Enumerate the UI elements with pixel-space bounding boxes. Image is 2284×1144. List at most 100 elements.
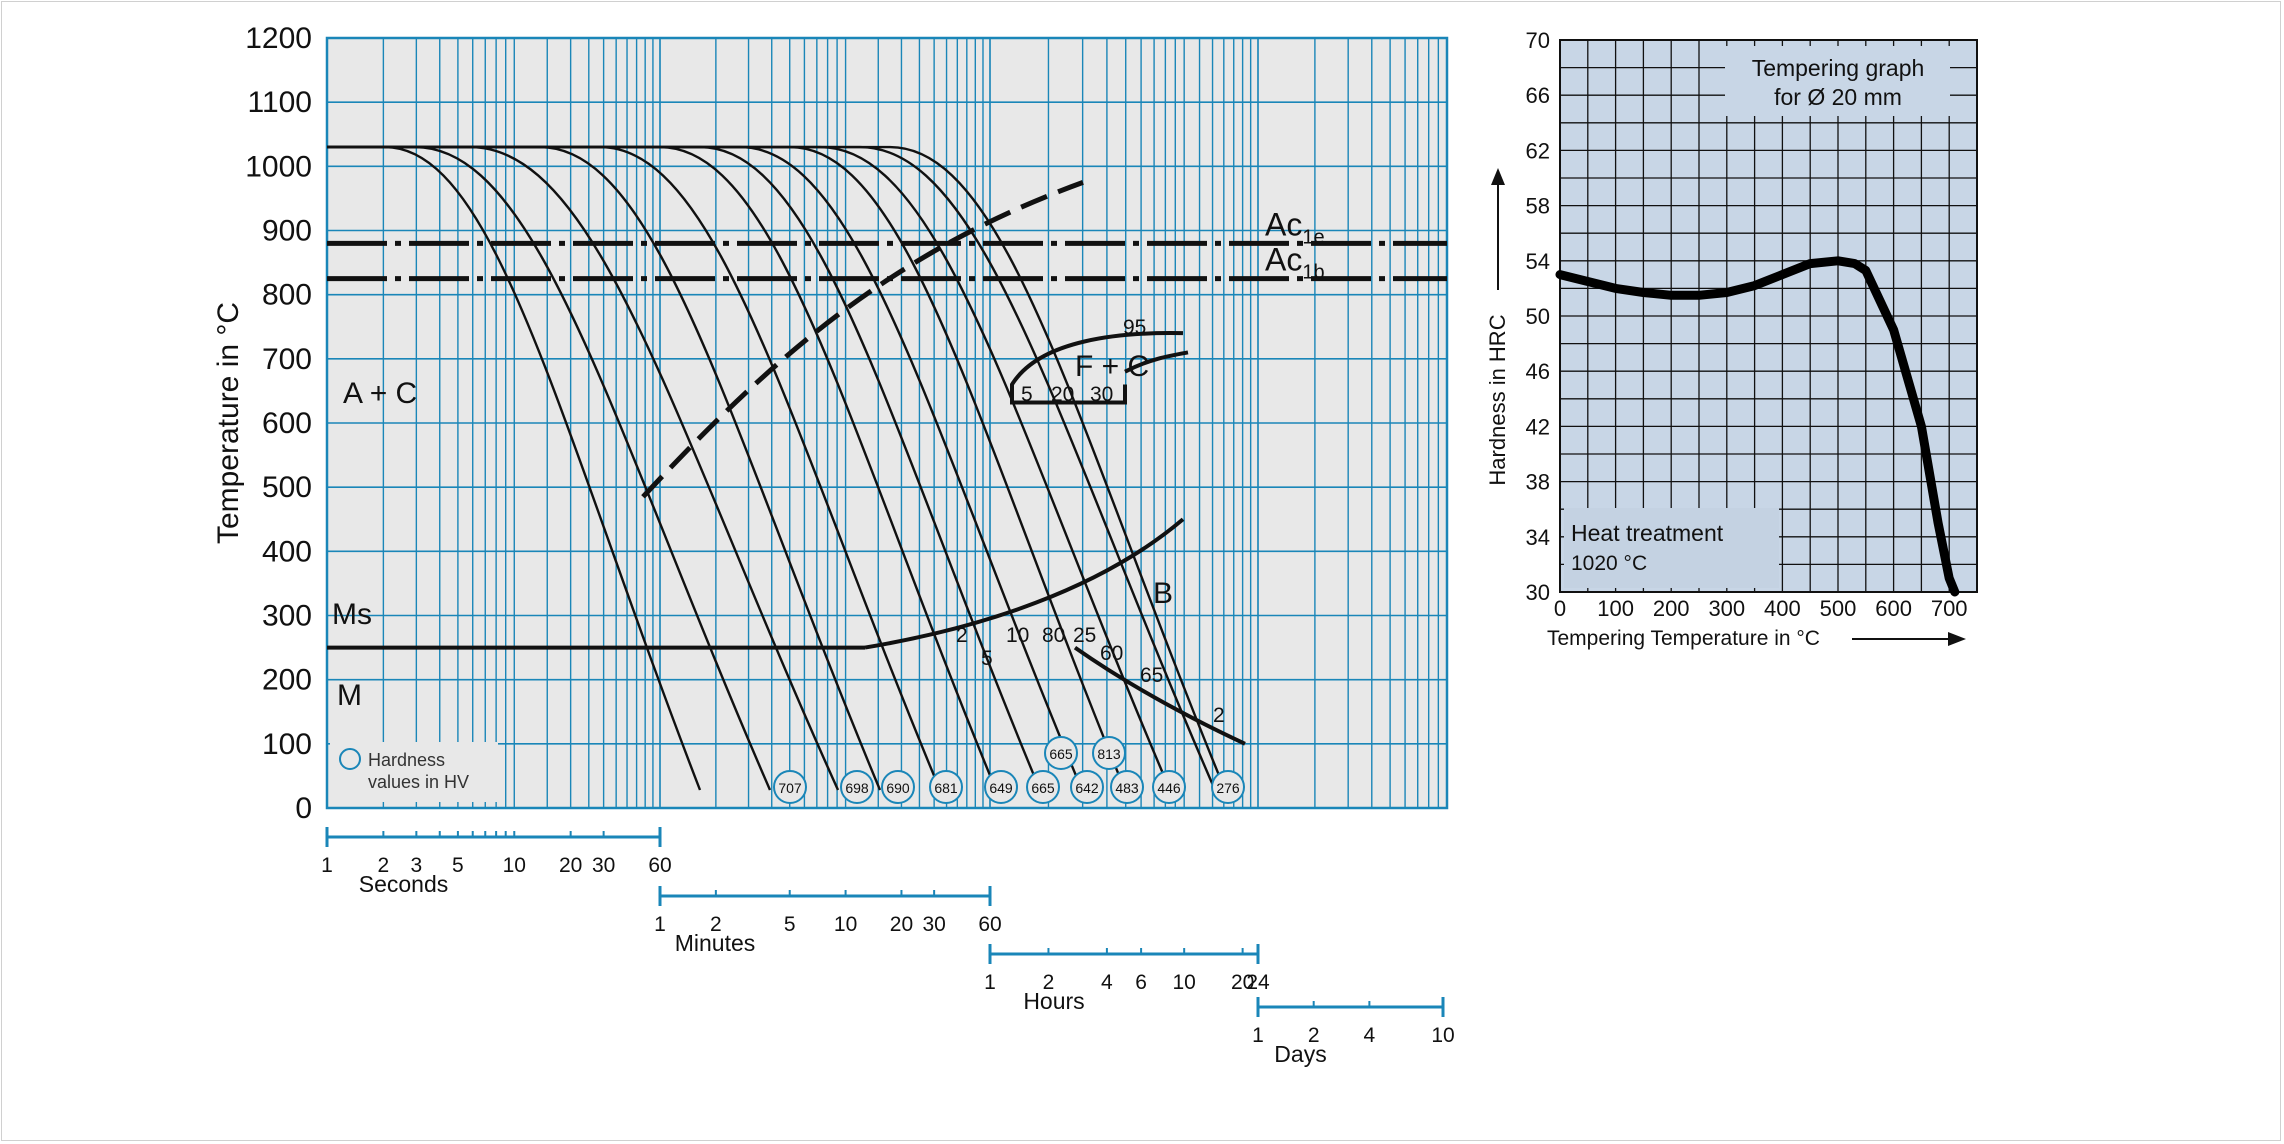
percent-label: 60 [1100,642,1123,665]
tempering-x-tick: 0 [1554,596,1566,621]
time-tick-label: 30 [592,854,615,877]
x-arrow-head-icon [1948,632,1966,646]
time-tick-label: 1 [984,971,996,994]
tempering-x-tick: 500 [1820,596,1857,621]
phase-label: B [1153,577,1173,610]
heat-treatment-value: 1020 °C [1571,552,1647,575]
carbide-dashed-line [641,180,1084,499]
time-tick-label: 10 [1431,1024,1454,1047]
time-tick-label: 5 [784,913,796,936]
time-tick-label: 10 [503,854,526,877]
cooling-curve [327,145,1217,791]
percent-label: 5 [981,647,993,670]
cct-curves [327,145,1447,791]
legend-text: Hardness [368,750,445,770]
hardness-value: 665 [1031,780,1055,796]
tempering-y-tick: 42 [1526,414,1550,439]
hardness-marker [773,770,807,804]
time-tick-label: 10 [834,913,857,936]
critical-line-label: Ac1b [1265,242,1325,284]
time-tick-label: 20 [559,854,582,877]
y-axis-title: Temperature in °C [212,302,245,544]
tempering-y-tick: 30 [1526,580,1550,605]
tempering-y-tick: 62 [1526,138,1550,163]
y-tick-label: 500 [262,471,312,504]
phase-label: M [337,679,362,712]
tempering-x-tick: 600 [1875,596,1912,621]
tempering-y-tick: 70 [1526,28,1550,53]
time-axis-title: Seconds [359,871,449,897]
cooling-curve [327,145,772,791]
time-tick-label: 6 [1135,971,1147,994]
y-tick-label: 400 [262,535,312,568]
time-axis-title: Hours [1023,988,1084,1014]
y-arrow-head-icon [1491,168,1505,185]
tempering-y-title: Hardness in HRC [1485,314,1510,485]
ferrite-nose [1010,331,1184,405]
percent-label: 25 [1073,624,1096,647]
percent-label: 30 [1090,383,1113,406]
y-tick-label: 800 [262,279,312,312]
critical-label-main: Ac [1265,242,1302,278]
hardness-value: 649 [989,780,1013,796]
y-tick-label: 1100 [247,86,312,119]
hardness-marker [929,770,963,804]
tempering-x-tick: 400 [1764,596,1801,621]
y-tick-label: 600 [262,407,312,440]
critical-label-sub: 1e [1302,226,1324,248]
hardness-value: 690 [886,780,910,796]
heat-treatment-box [1564,508,1779,588]
time-axis-title: Days [1274,1041,1326,1067]
hardness-curve [1555,256,1960,597]
cooling-curve [327,145,1227,791]
y-tick-label: 300 [262,600,312,633]
hardness-marker [984,770,1018,804]
hardness-marker [1044,736,1078,770]
martensite-lower-line [1073,645,1246,746]
tempering-subtitle: for Ø 20 mm [1774,84,1902,110]
bainite-start-line [864,517,1185,650]
tempering-x-tick: 300 [1708,596,1745,621]
tempering-x-tick: 100 [1597,596,1634,621]
y-tick-label: 200 [262,664,312,697]
tempering-y-tick: 54 [1526,249,1550,274]
percent-label: 95 [1123,316,1146,339]
hardness-marker [881,770,915,804]
percent-label: 10 [1006,624,1029,647]
time-tick-label: 24 [1246,971,1270,994]
hardness-marker [1110,770,1144,804]
cct-labels: 0 100 200 300 400 500 600 700 800 900 1000 1100 1200… [212,22,1325,825]
time-tick-label: 20 [1231,971,1254,994]
percent-label: 80 [1042,624,1065,647]
hardness-value: 483 [1115,780,1139,796]
tempering-y-tick: 46 [1526,359,1550,384]
tempering-x-title: Tempering Temperature in °C [1547,627,1820,650]
y-tick-label: 0 [295,792,312,825]
cct-plot-border [325,36,1449,810]
hardness-marker [840,770,874,804]
time-tick-label: 1 [654,913,666,936]
hardness-value: 665 [1049,746,1073,762]
percent-label: 5 [1021,383,1033,406]
phase-label: Ms [332,598,372,631]
time-tick-label: 10 [1172,971,1195,994]
tempering-title: Tempering graph [1752,55,1925,81]
legend-text: values in HV [368,772,469,792]
percent-label: 2 [956,624,968,647]
hardness-value: 707 [778,780,802,796]
time-tick-label: 2 [378,854,390,877]
time-tick-label: 20 [890,913,913,936]
tempering-y-tick: 50 [1526,304,1550,329]
time-tick-label: 5 [452,854,464,877]
cooling-curve [327,145,1042,791]
tempering-x-tick: 700 [1931,596,1968,621]
time-tick-label: 60 [978,913,1001,936]
hardness-marker [1152,770,1186,804]
time-tick-label: 2 [1043,971,1055,994]
hardness-value: 681 [934,780,958,796]
hardness-value: 642 [1075,780,1099,796]
time-tick-label: 1 [321,854,333,877]
hardness-marker [1211,770,1245,804]
